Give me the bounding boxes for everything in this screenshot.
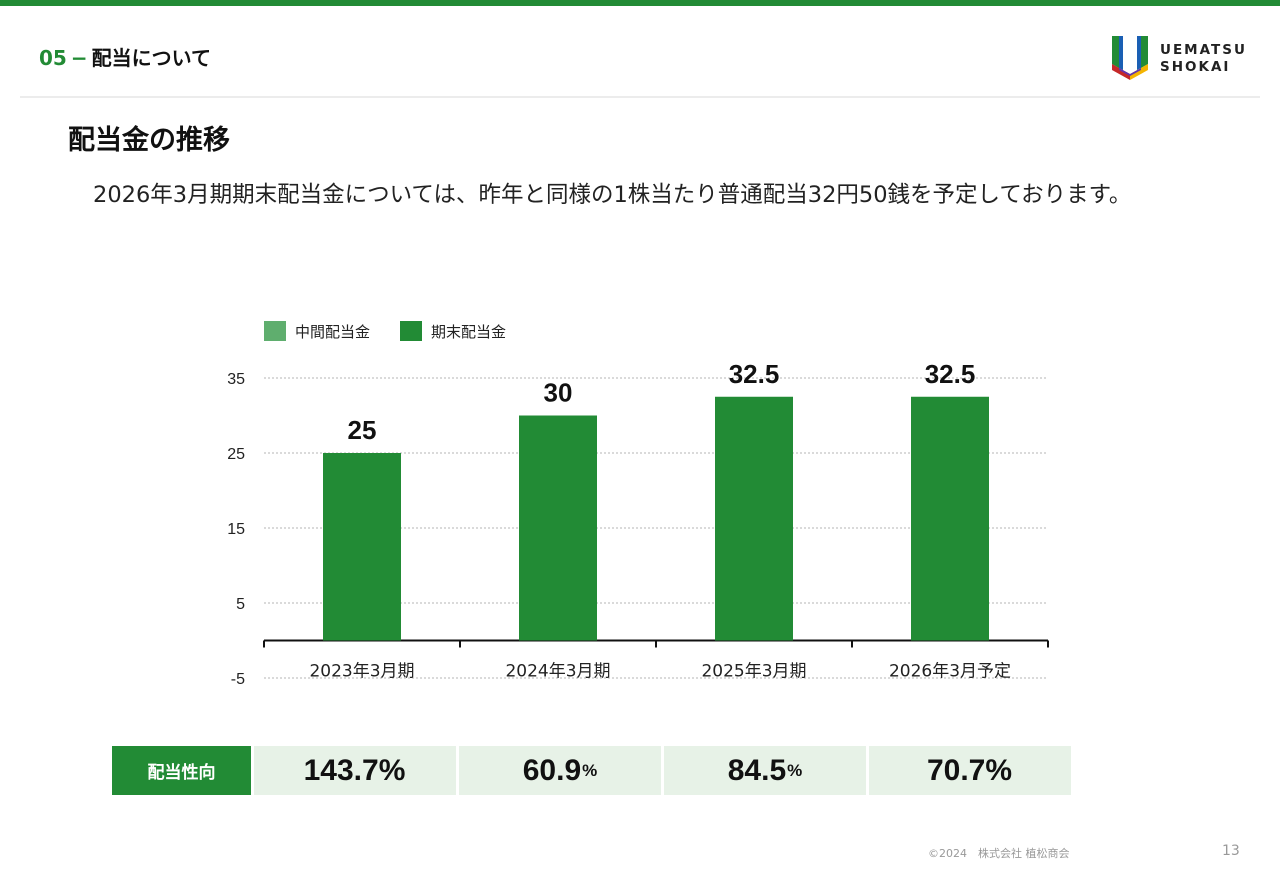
data-label: 25 (348, 415, 377, 445)
legend-swatch (264, 321, 286, 341)
page-title: 配当金の推移 (68, 125, 230, 156)
bar (715, 396, 793, 641)
payout-ratio-cell: 60.9% (459, 746, 661, 795)
payout-ratio-value: 60.9 (522, 753, 582, 787)
x-tick-label: 2024年3月期 (505, 662, 610, 682)
bar (911, 396, 989, 641)
payout-ratio-value: 70.7% (926, 753, 1013, 787)
footer-copyright: ©2024 株式会社 植松商会 (928, 847, 1070, 860)
body-paragraph: 2026年3月期期末配当金については、昨年と同様の1株当たり普通配当32円50銭… (93, 182, 1132, 208)
y-tick-label: 35 (227, 371, 245, 388)
payout-ratio-suffix: % (582, 760, 598, 780)
y-tick-label: 5 (236, 596, 245, 613)
bar (323, 453, 401, 641)
y-tick-label: 15 (227, 521, 245, 538)
bar (519, 415, 597, 641)
y-tick-label: -5 (231, 671, 245, 688)
legend-swatch (400, 321, 422, 341)
section-title: 配当について (91, 46, 212, 70)
company-logo: UEMATSU SHOKAI (1110, 34, 1260, 84)
logo-line-2: SHOKAI (1160, 59, 1231, 75)
section-number: 05 (39, 46, 67, 70)
section-heading: 05− 配当について (39, 42, 211, 71)
data-label: 30 (544, 378, 573, 408)
payout-ratio-cell: 143.7% (254, 746, 456, 795)
x-tick-label: 2026年3月予定 (889, 662, 1011, 682)
y-tick-label: 25 (227, 446, 245, 463)
x-tick-label: 2025年3月期 (701, 662, 806, 682)
payout-ratio-value: 84.5 (727, 753, 787, 787)
top-accent-bar (0, 0, 1280, 6)
data-label: 32.5 (925, 359, 976, 389)
payout-ratio-label: 配当性向 (112, 746, 251, 795)
section-dash: − (70, 46, 88, 70)
legend-label: 中間配当金 (295, 323, 370, 341)
logo-mark-icon (1112, 36, 1148, 80)
page-number: 13 (1222, 843, 1240, 859)
header-divider (20, 96, 1260, 98)
logo-line-1: UEMATSU (1160, 42, 1247, 58)
payout-ratio-cell: 70.7% (869, 746, 1071, 795)
legend-label: 期末配当金 (431, 323, 506, 341)
payout-ratio-value: 143.7% (303, 753, 406, 787)
payout-ratio-cell: 84.5% (664, 746, 866, 795)
payout-ratio-suffix: % (787, 760, 803, 780)
x-tick-label: 2023年3月期 (309, 662, 414, 682)
data-label: 32.5 (729, 359, 780, 389)
header: 05− 配当について UEMATSU SHOKAI (0, 6, 1280, 98)
logo-wordmark: UEMATSU SHOKAI (1160, 42, 1247, 76)
